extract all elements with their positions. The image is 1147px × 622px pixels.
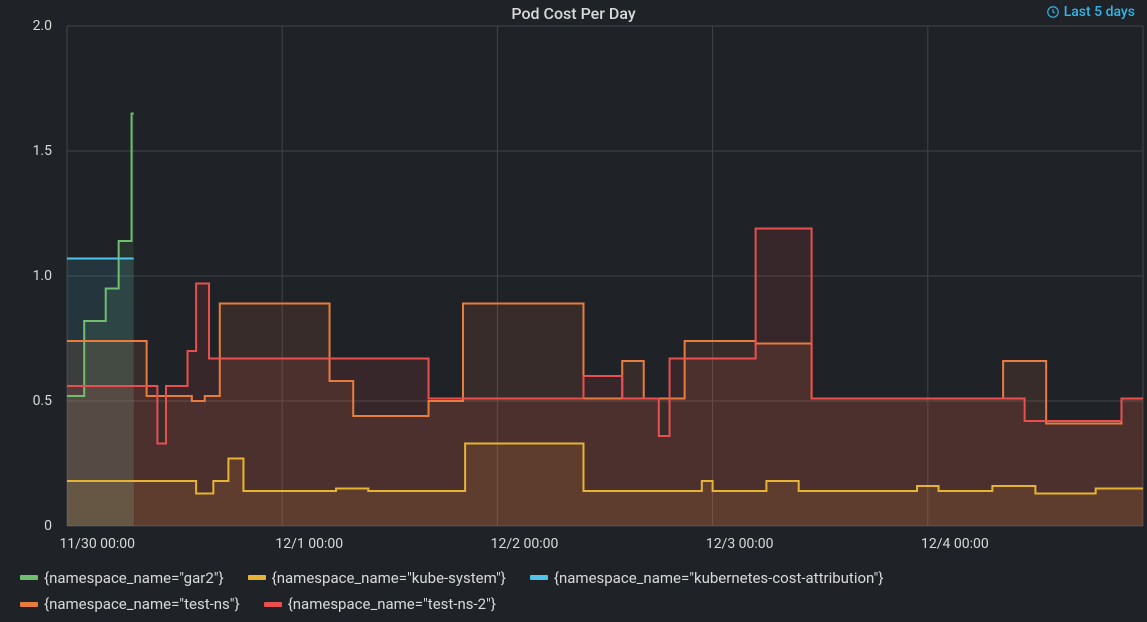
x-axis-labels: 11/30 00:00 12/1 00:00 12/2 00:00 12/3 00:0… bbox=[0, 534, 1147, 556]
legend-item-gar2[interactable]: {namespace_name="gar2"} bbox=[20, 566, 224, 590]
legend-label: {namespace_name="kube-system"} bbox=[272, 566, 506, 590]
legend-label: {namespace_name="test-ns"} bbox=[44, 592, 240, 616]
legend-swatch bbox=[530, 575, 548, 580]
x-tick-label: 11/30 00:00 bbox=[59, 536, 135, 552]
x-tick-label: 12/4 00:00 bbox=[921, 536, 989, 552]
clock-icon bbox=[1046, 5, 1060, 19]
y-tick-label: 1.0 bbox=[33, 268, 52, 284]
y-tick-label: 2.0 bbox=[33, 18, 52, 34]
legend-item-test-ns-2[interactable]: {namespace_name="test-ns-2"} bbox=[264, 592, 496, 616]
x-tick-label: 12/1 00:00 bbox=[275, 536, 343, 552]
legend-swatch bbox=[264, 602, 282, 607]
time-range-label: Last 5 days bbox=[1064, 4, 1135, 20]
y-tick-label: 1.5 bbox=[33, 143, 52, 159]
y-axis-labels: 0 0.5 1.0 1.5 2.0 bbox=[0, 20, 60, 556]
y-tick-label: 0.5 bbox=[33, 393, 52, 409]
legend-item-test-ns[interactable]: {namespace_name="test-ns"} bbox=[20, 592, 240, 616]
legend-label: {namespace_name="gar2"} bbox=[44, 566, 224, 590]
x-tick-label: 12/2 00:00 bbox=[491, 536, 559, 552]
legend-label: {namespace_name="test-ns-2"} bbox=[288, 592, 496, 616]
plot-area[interactable]: 0 0.5 1.0 1.5 2.0 11/30 00:00 12/1 00:00 12/2 … bbox=[0, 20, 1147, 556]
legend[interactable]: {namespace_name="gar2"}{namespace_name="… bbox=[20, 563, 1127, 616]
chart-panel: Pod Cost Per Day Last 5 days 00.51.01.52… bbox=[0, 0, 1147, 622]
legend-swatch bbox=[248, 575, 266, 580]
y-tick-label: 0 bbox=[44, 518, 52, 534]
legend-swatch bbox=[20, 575, 38, 580]
x-tick-label: 12/3 00:00 bbox=[706, 536, 774, 552]
chart-svg bbox=[0, 20, 1147, 556]
legend-swatch bbox=[20, 602, 38, 607]
legend-item-kubernetes-cost-attribution[interactable]: {namespace_name="kubernetes-cost-attribu… bbox=[530, 566, 884, 590]
legend-label: {namespace_name="kubernetes-cost-attribu… bbox=[554, 566, 884, 590]
time-range-picker[interactable]: Last 5 days bbox=[1046, 4, 1135, 20]
legend-item-kube-system[interactable]: {namespace_name="kube-system"} bbox=[248, 566, 506, 590]
